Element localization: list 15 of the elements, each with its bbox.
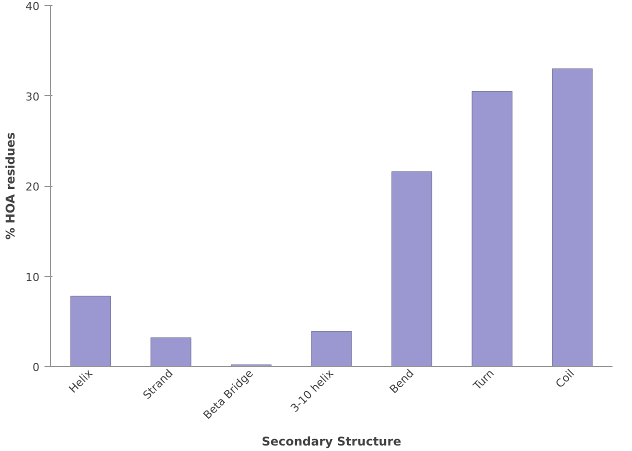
y-tick-label: 0 xyxy=(32,361,40,374)
y-tick-label: 30 xyxy=(26,90,40,104)
x-tick-label: Turn xyxy=(470,366,497,394)
bar xyxy=(70,296,111,366)
bar xyxy=(311,331,352,366)
y-tick-label: 40 xyxy=(26,0,40,13)
bar xyxy=(552,68,593,366)
y-tick-label: 20 xyxy=(26,180,40,194)
y-axis-title: % HOA residues xyxy=(4,132,18,240)
y-tick-label: 10 xyxy=(26,270,40,284)
bar xyxy=(391,171,432,366)
x-axis-title: Secondary Structure xyxy=(262,434,402,448)
bar xyxy=(150,337,192,366)
bar xyxy=(472,90,512,366)
x-tick-label: Coil xyxy=(553,366,577,391)
